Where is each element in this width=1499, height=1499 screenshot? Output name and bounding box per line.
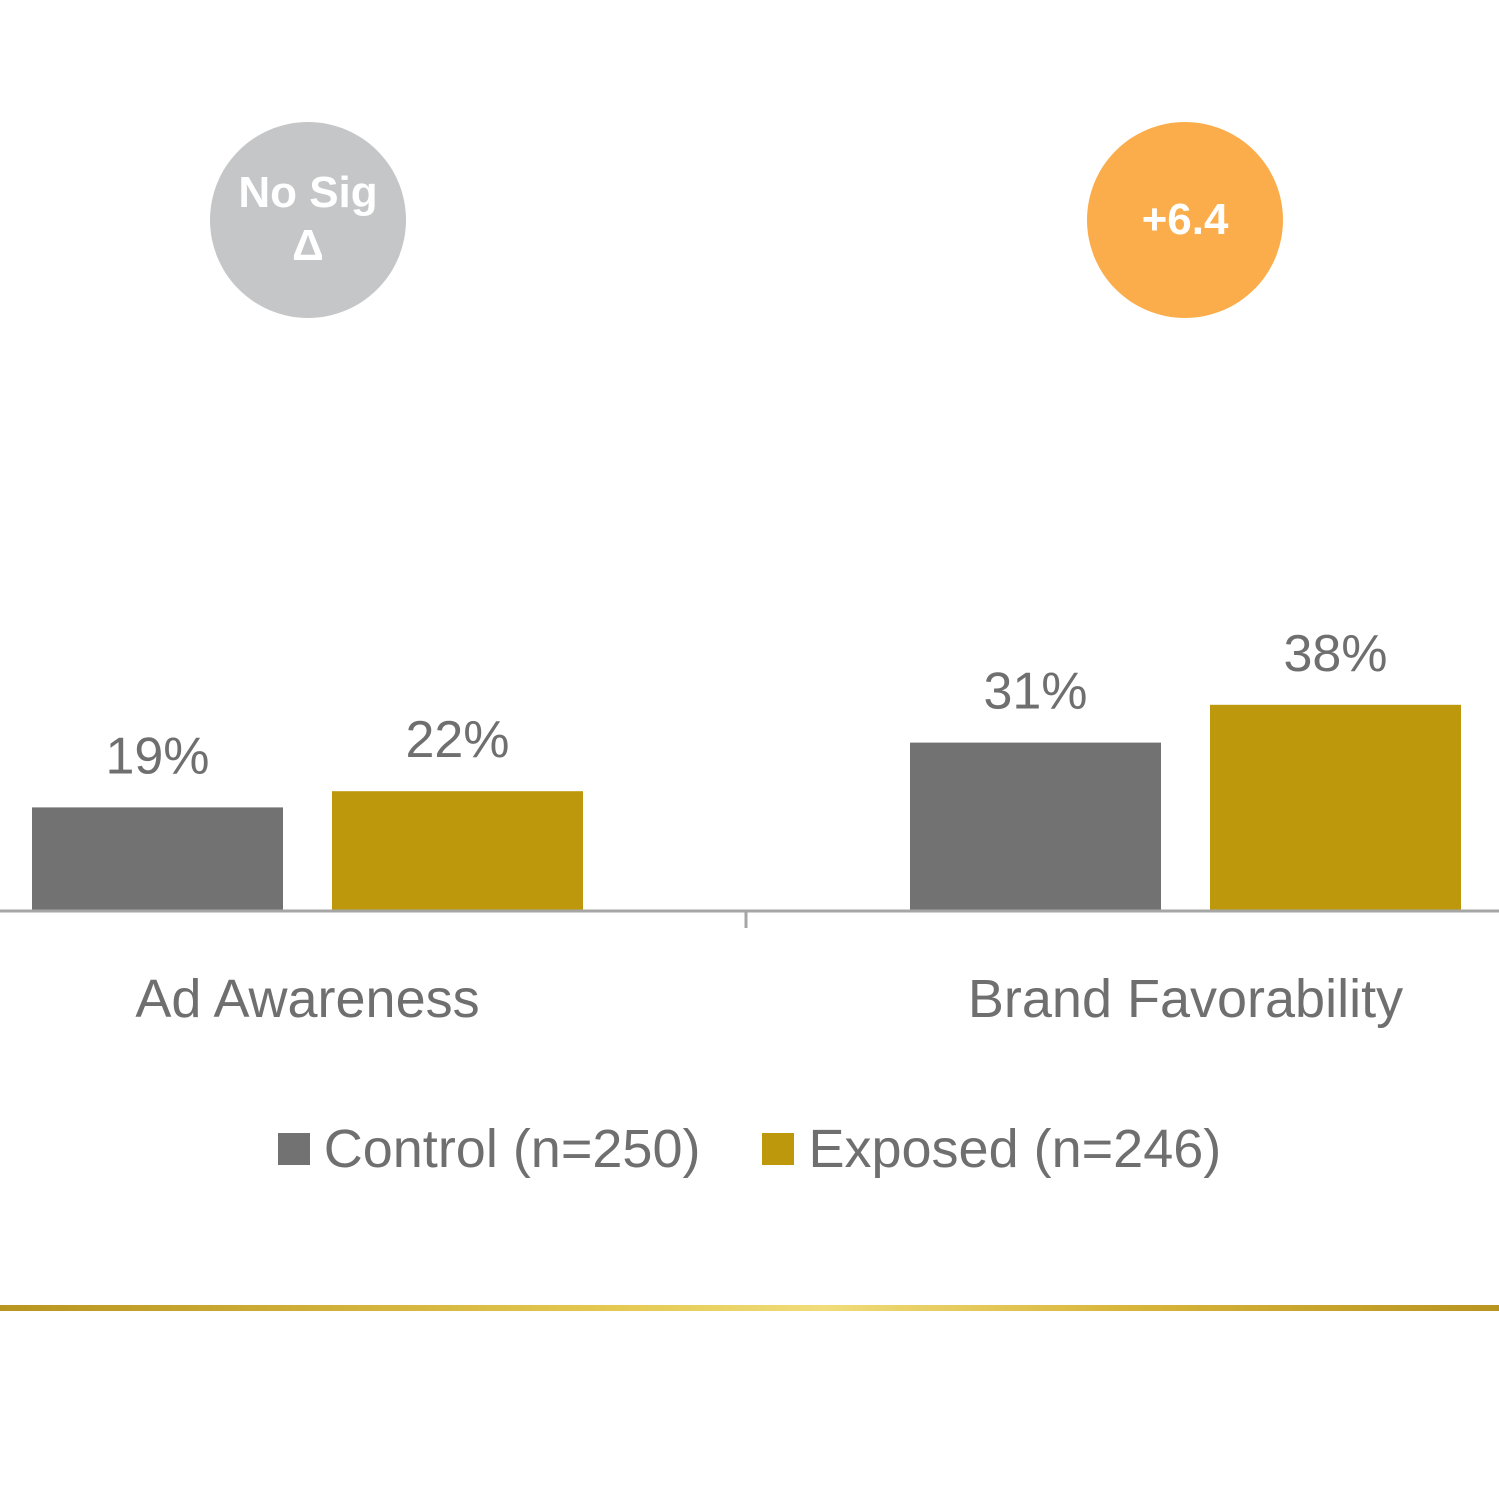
- category-label: Brand Favorability: [968, 969, 1403, 1029]
- data-label: 22%: [405, 711, 509, 769]
- bar-control: [32, 807, 283, 910]
- legend-label-control: Control (n=250): [323, 1119, 701, 1179]
- bar-control: [910, 742, 1161, 910]
- legend-item-control: Control (n=250): [277, 1118, 701, 1180]
- legend: Control (n=250) Exposed (n=246): [0, 1118, 1499, 1180]
- bar-exposed: [332, 791, 583, 910]
- badge-text-line1: No Sig: [238, 168, 378, 218]
- data-label: 31%: [983, 663, 1087, 721]
- data-label: 38%: [1283, 625, 1387, 683]
- lift-badge: +6.4: [1087, 122, 1283, 318]
- legend-label-exposed: Exposed (n=246): [808, 1119, 1222, 1179]
- legend-swatch-control: [277, 1133, 310, 1165]
- legend-item-exposed: Exposed (n=246): [762, 1118, 1221, 1180]
- category-label: Ad Awareness: [135, 969, 479, 1029]
- no-sig-badge: No Sig Δ: [210, 122, 406, 318]
- bar-exposed: [1210, 704, 1461, 910]
- badge-text-line2: Δ: [292, 221, 324, 270]
- footer-rule: [0, 1305, 1499, 1311]
- bar-chart: 19% 22% Ad Awareness 31% 38% Brand Favorabili…: [0, 625, 1499, 1029]
- badge-lift-text: +6.4: [1141, 194, 1229, 244]
- data-label: 19%: [105, 727, 209, 785]
- legend-swatch-exposed: [762, 1133, 795, 1165]
